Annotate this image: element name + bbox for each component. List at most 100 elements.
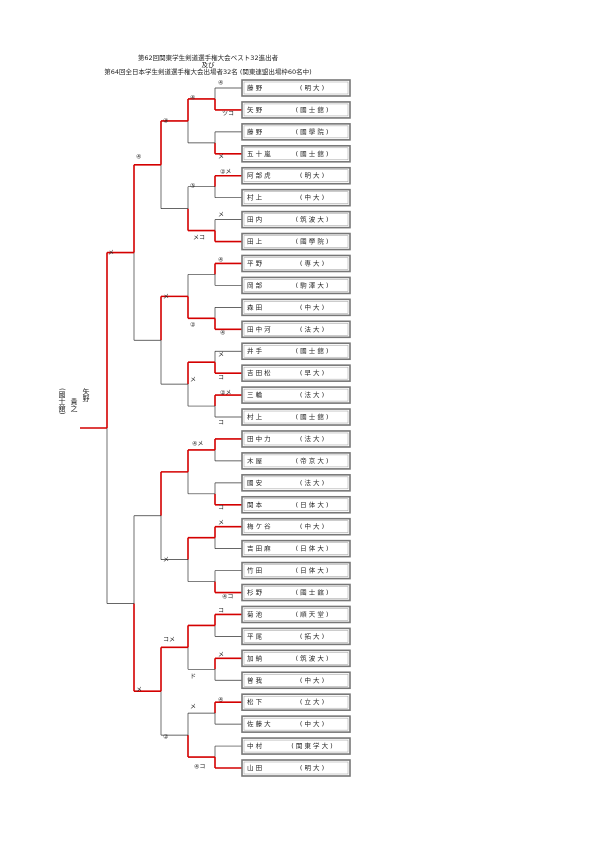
result-mark: メ: [108, 250, 114, 257]
entry-box-inner: [243, 103, 349, 117]
entry-box: [241, 276, 351, 295]
entry-school: ( 法 大 ): [300, 478, 324, 487]
result-mark: ⑤: [190, 183, 195, 190]
entry-school: ( 帝 京 大 ): [296, 456, 329, 465]
champion-name: 矢野: [82, 388, 90, 402]
entry-school: ( 筑 波 大 ): [296, 215, 329, 224]
result-mark: ③: [163, 118, 168, 125]
entry-name: 菊 池: [247, 609, 263, 618]
entry-school: ( 中 大 ): [300, 302, 324, 311]
entry-box: [241, 145, 351, 163]
entry-name: 加 納: [247, 653, 262, 662]
entry-box-inner: [243, 169, 349, 182]
entry-box: [241, 517, 351, 536]
result-mark: ④コ: [194, 764, 205, 771]
champion: 矢野 貴之 (國士舘): [56, 388, 92, 414]
entry-name: 田 内: [247, 215, 262, 224]
entry-box-inner: [243, 542, 349, 555]
result-mark: ④メ: [192, 441, 203, 448]
entry-box-inner: [243, 81, 349, 95]
entry-box: [241, 583, 351, 602]
entry-box-inner: [243, 608, 349, 621]
entry-box: [241, 408, 351, 426]
result-mark: コ: [218, 505, 224, 512]
entry-box: [241, 759, 351, 777]
entry-box: [241, 386, 351, 404]
entry-box-inner: [243, 564, 349, 577]
entry-box-inner: [243, 410, 349, 424]
note: 第64回全日本学生剣道選手権大会出場者32名 (関東連盟出場枠60名中): [104, 67, 311, 76]
entry-school: ( 法 大 ): [300, 434, 324, 443]
entry-school: ( 國 學 院 ): [296, 237, 329, 246]
entry-school: ( 國 學 院 ): [296, 127, 329, 136]
entry-box-inner: [243, 739, 349, 753]
entry-box: [241, 232, 351, 251]
result-mark: ④: [220, 330, 225, 337]
result-mark: コメ: [163, 637, 175, 644]
entry-name: 村 上: [247, 412, 263, 421]
result-mark: メコ: [193, 235, 205, 242]
entry-name: 田 上: [247, 237, 263, 246]
entry-name: 平 野: [247, 259, 263, 267]
entry-box: [241, 123, 351, 141]
entry-box: [241, 474, 351, 492]
entry-name: 平 尾: [247, 632, 263, 640]
entry-box: [241, 430, 351, 448]
champion-school: (國士舘): [58, 388, 66, 415]
entry-name: 五 十 嵐: [247, 149, 271, 158]
entry-box-inner: [243, 323, 349, 336]
result-mark: メ: [190, 704, 196, 711]
entry-box-inner: [243, 344, 349, 358]
entry-box: [241, 188, 351, 207]
entry-school: ( 立 大 ): [300, 697, 324, 706]
result-mark: メ: [163, 557, 169, 564]
result-mark: ツコ: [222, 111, 234, 118]
entry-school: ( 明 大 ): [300, 171, 324, 180]
entry-box-inner: [243, 652, 349, 665]
entry-box: [241, 605, 351, 624]
entry-box-inner: [243, 586, 349, 599]
result-mark: メ: [218, 212, 224, 219]
entry-box: [241, 671, 351, 690]
entry-school: ( 國 士 舘 ): [296, 105, 329, 114]
entry-name: 中 村: [247, 741, 263, 750]
entry-name: 阿 部 虎: [247, 171, 271, 180]
entry-box-inner: [243, 630, 349, 643]
entry-name: 佐 藤 大: [247, 719, 271, 728]
entry-school: ( 國 士 舘 ): [296, 346, 329, 355]
entry-box-inner: [243, 761, 349, 775]
entry-box-inner: [243, 476, 349, 490]
entry-school: ( 中 大 ): [300, 719, 324, 728]
result-mark: ④コ: [222, 594, 233, 601]
result-mark: コ: [218, 608, 224, 615]
entry-school: ( 日 体 大 ): [296, 500, 329, 509]
entry-box: [241, 649, 351, 668]
entry-name: 山 田: [247, 763, 262, 772]
result-mark: ④: [190, 95, 195, 102]
entry-name: 梅 ケ 谷: [247, 522, 271, 531]
result-mark: ②メ: [220, 169, 231, 176]
entry-name: 岡 部: [247, 280, 263, 289]
result-mark: メ: [218, 154, 224, 161]
result-mark: ド: [190, 674, 196, 681]
entry-school: ( 明 大 ): [300, 83, 324, 92]
entry-box-inner: [243, 695, 349, 709]
entry-box-inner: [243, 454, 349, 468]
entry-school: ( 中 大 ): [300, 193, 324, 202]
result-mark: メ: [218, 520, 224, 527]
entry-box: [241, 79, 351, 97]
entry-school: ( 中 大 ): [300, 522, 324, 531]
result-mark: ④: [218, 697, 223, 704]
entry-school: ( 関 東 学 大 ): [291, 741, 332, 750]
entry-box: [241, 627, 351, 646]
entry-name: 松 下: [247, 697, 263, 706]
title: 第62回関東学生剣道選手権大会ベスト32進出者: [138, 53, 279, 62]
entry-school: ( 國 士 舘 ): [296, 412, 329, 421]
entry-box-inner: [243, 147, 349, 161]
entry-name: 木 屋: [247, 456, 263, 465]
entry-name: 吉 田 松: [247, 368, 271, 377]
entry-name: 吉 田 麻: [247, 544, 271, 553]
champion-given: 貴之: [70, 398, 78, 412]
entry-name: 村 上: [247, 193, 263, 202]
